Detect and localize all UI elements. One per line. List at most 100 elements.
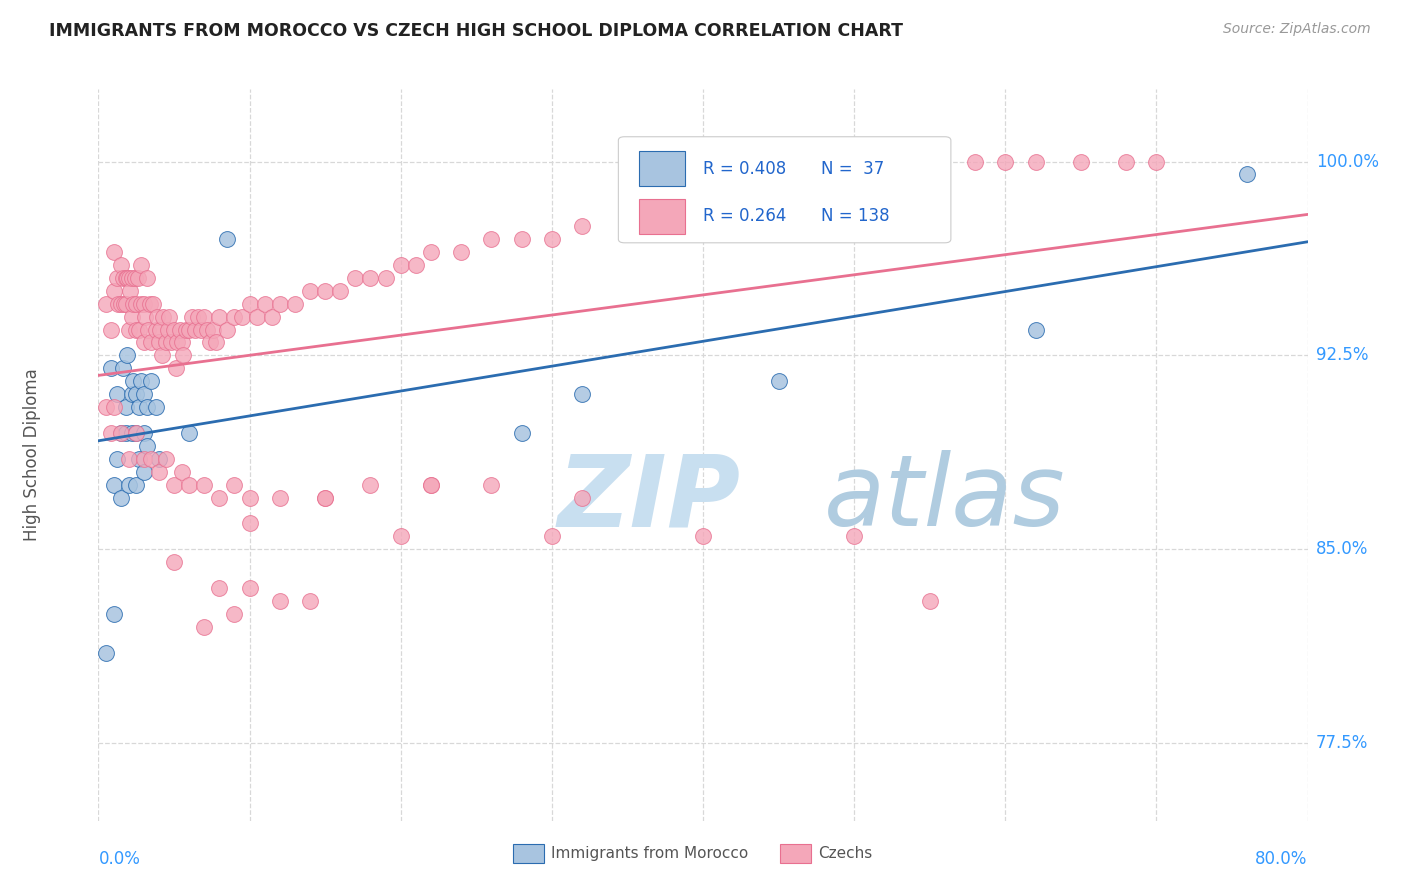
Point <box>768 194 790 208</box>
Point <box>111 271 134 285</box>
Point <box>1024 322 1046 336</box>
Point <box>389 258 412 272</box>
Point <box>135 400 157 414</box>
Point <box>103 607 125 621</box>
Point <box>299 284 322 298</box>
Point <box>202 322 225 336</box>
Point <box>174 322 197 336</box>
Point <box>172 348 194 362</box>
Point <box>125 425 148 440</box>
Point <box>918 168 941 182</box>
Point <box>1115 154 1137 169</box>
Point <box>510 425 533 440</box>
Point <box>148 335 170 350</box>
Point <box>115 348 138 362</box>
Point <box>100 361 122 376</box>
FancyBboxPatch shape <box>619 136 950 243</box>
Point <box>208 491 231 505</box>
Point <box>269 296 291 310</box>
Point <box>100 322 122 336</box>
Point <box>200 335 222 350</box>
Point <box>450 245 472 260</box>
Bar <box>638 152 685 186</box>
Point <box>122 374 145 388</box>
Point <box>110 491 132 505</box>
Point <box>231 310 253 324</box>
Point <box>110 296 132 310</box>
Point <box>965 154 987 169</box>
Point <box>193 310 215 324</box>
Point <box>239 491 262 505</box>
Point <box>540 232 562 246</box>
Point <box>873 168 896 182</box>
Point <box>224 310 246 324</box>
Text: N =  37: N = 37 <box>821 160 884 178</box>
Point <box>110 425 132 440</box>
Point <box>128 451 150 466</box>
Point <box>419 477 441 491</box>
Point <box>105 451 128 466</box>
Point <box>159 310 181 324</box>
Point <box>127 271 149 285</box>
Point <box>128 322 150 336</box>
Point <box>150 348 173 362</box>
Point <box>121 387 143 401</box>
Point <box>163 555 186 569</box>
Point <box>110 258 132 272</box>
Point <box>139 296 162 310</box>
Point <box>224 477 246 491</box>
Point <box>721 194 744 208</box>
Point <box>208 581 231 595</box>
Point <box>103 245 125 260</box>
Point <box>193 620 215 634</box>
Point <box>121 425 143 440</box>
Point <box>994 154 1017 169</box>
Point <box>813 180 835 194</box>
Point <box>177 425 201 440</box>
Point <box>419 477 441 491</box>
Text: 77.5%: 77.5% <box>1316 734 1368 752</box>
Text: 100.0%: 100.0% <box>1316 153 1379 170</box>
Point <box>121 271 143 285</box>
Point <box>103 477 125 491</box>
Point <box>103 284 125 298</box>
Point <box>129 296 152 310</box>
Text: IMMIGRANTS FROM MOROCCO VS CZECH HIGH SCHOOL DIPLOMA CORRELATION CHART: IMMIGRANTS FROM MOROCCO VS CZECH HIGH SC… <box>49 22 903 40</box>
Point <box>692 529 714 543</box>
Point <box>181 310 204 324</box>
Point <box>124 271 146 285</box>
Point <box>134 310 156 324</box>
Text: R = 0.264: R = 0.264 <box>703 208 786 226</box>
Point <box>239 581 262 595</box>
Text: R = 0.408: R = 0.408 <box>703 160 786 178</box>
Point <box>152 310 174 324</box>
Point <box>195 322 218 336</box>
Point <box>132 425 155 440</box>
Point <box>374 271 396 285</box>
Point <box>94 296 117 310</box>
Text: Source: ZipAtlas.com: Source: ZipAtlas.com <box>1223 22 1371 37</box>
Point <box>122 296 145 310</box>
Point <box>269 594 291 608</box>
Text: Czechs: Czechs <box>818 847 873 861</box>
Point <box>299 594 322 608</box>
Point <box>94 400 117 414</box>
Point <box>105 271 128 285</box>
Point <box>160 335 183 350</box>
Point <box>125 296 148 310</box>
Point <box>141 335 163 350</box>
Point <box>129 258 152 272</box>
Point <box>125 322 148 336</box>
Point <box>148 451 170 466</box>
Point <box>132 465 155 479</box>
Point <box>114 271 136 285</box>
Point <box>114 425 136 440</box>
Point <box>224 607 246 621</box>
Point <box>177 477 201 491</box>
Point <box>142 296 165 310</box>
Point <box>103 400 125 414</box>
Point <box>616 219 638 234</box>
Point <box>314 491 336 505</box>
Point <box>360 477 382 491</box>
Point <box>141 374 163 388</box>
